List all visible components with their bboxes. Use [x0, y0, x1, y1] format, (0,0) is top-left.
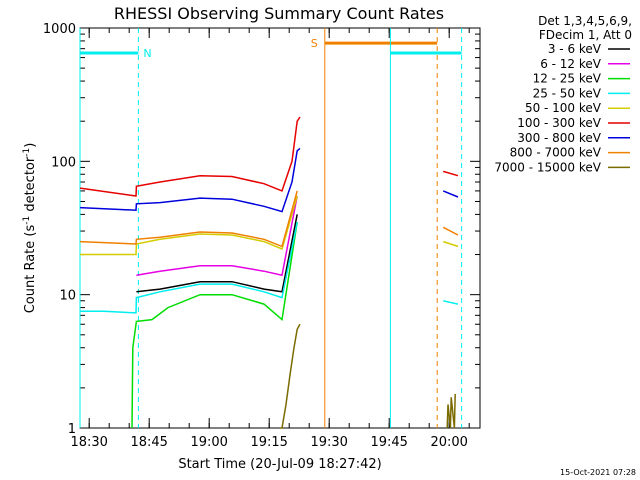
chart-title: RHESSI Observing Summary Count Rates	[114, 4, 444, 23]
y-tick-label: 1000	[43, 22, 76, 37]
x-tick-label: 19:00	[190, 435, 227, 450]
legend-label: 100 - 300 keV	[517, 116, 601, 130]
x-tick-label: 19:30	[310, 435, 347, 450]
y-label-main: Count Rate (s	[23, 225, 38, 314]
observing-flags: NS	[79, 28, 463, 428]
x-tick-label: 19:15	[250, 435, 287, 450]
y-tick-label: 1	[68, 422, 76, 437]
y-label-sup2: -1	[22, 148, 32, 157]
x-axis: 18:30 18:45 19:00 19:15 19:30 19:45 20:00	[70, 28, 470, 450]
timestamp: 15-Oct-2021 07:28	[560, 468, 636, 477]
flag-label: S	[311, 37, 318, 50]
legend-label: 6 - 12 keV	[540, 57, 602, 71]
legend-header-1: Det 1,3,4,5,6,9,	[538, 14, 632, 28]
x-axis-label: Start Time (20-Jul-09 18:27:42)	[178, 457, 381, 472]
series-25-50-kev-line	[443, 300, 459, 305]
y-tick-label: 100	[51, 155, 76, 170]
y-axis-label: Count Rate (s-1 detector-1)	[22, 143, 38, 314]
y-label-end: )	[23, 143, 38, 148]
series-800-7000-kev-line	[79, 190, 298, 248]
flag-label: N	[143, 47, 151, 60]
legend-label: 300 - 800 keV	[517, 131, 601, 145]
legend-label: 50 - 100 keV	[525, 101, 602, 115]
x-tick-label: 18:30	[70, 435, 107, 450]
x-tick-label: 18:45	[130, 435, 167, 450]
series-group	[79, 116, 459, 429]
series-3-6-kev-line	[136, 214, 298, 293]
series-800-7000-kev-line	[442, 226, 459, 236]
series-100-300-kev-line	[442, 170, 459, 177]
series-300-800-kev-line	[79, 147, 301, 213]
series-50-100-kev-line	[442, 240, 459, 248]
y-axis: 1 10 100 1000	[43, 22, 480, 437]
legend-label: 3 - 6 keV	[548, 42, 602, 56]
x-tick-label: 19:45	[370, 435, 407, 450]
series-50-100-kev-line	[80, 195, 298, 256]
series-7000-15000-kev-line	[280, 323, 301, 429]
legend-label: 25 - 50 keV	[533, 86, 602, 100]
series-25-50-kev-line	[80, 221, 298, 314]
series-100-300-kev-line	[79, 116, 301, 197]
y-label-mid: detector	[23, 156, 38, 216]
legend: Det 1,3,4,5,6,9, FDecim 1, Att 0 3 - 6 k…	[494, 14, 632, 174]
legend-header-2: FDecim 1, Att 0	[539, 28, 632, 42]
series-7000-15000-kev-line	[446, 393, 456, 429]
x-tick-label: 20:00	[430, 435, 467, 450]
legend-label: 12 - 25 keV	[533, 72, 602, 86]
series-300-800-kev-line	[442, 190, 459, 198]
y-label-sup1: -1	[22, 216, 32, 225]
legend-label: 800 - 7000 keV	[510, 146, 602, 160]
series-12-25-kev-line	[131, 221, 298, 429]
plot-frame	[79, 27, 481, 429]
y-tick-label: 10	[59, 289, 76, 304]
legend-label: 7000 - 15000 keV	[494, 160, 601, 174]
series-6-12-kev-line	[136, 195, 298, 277]
